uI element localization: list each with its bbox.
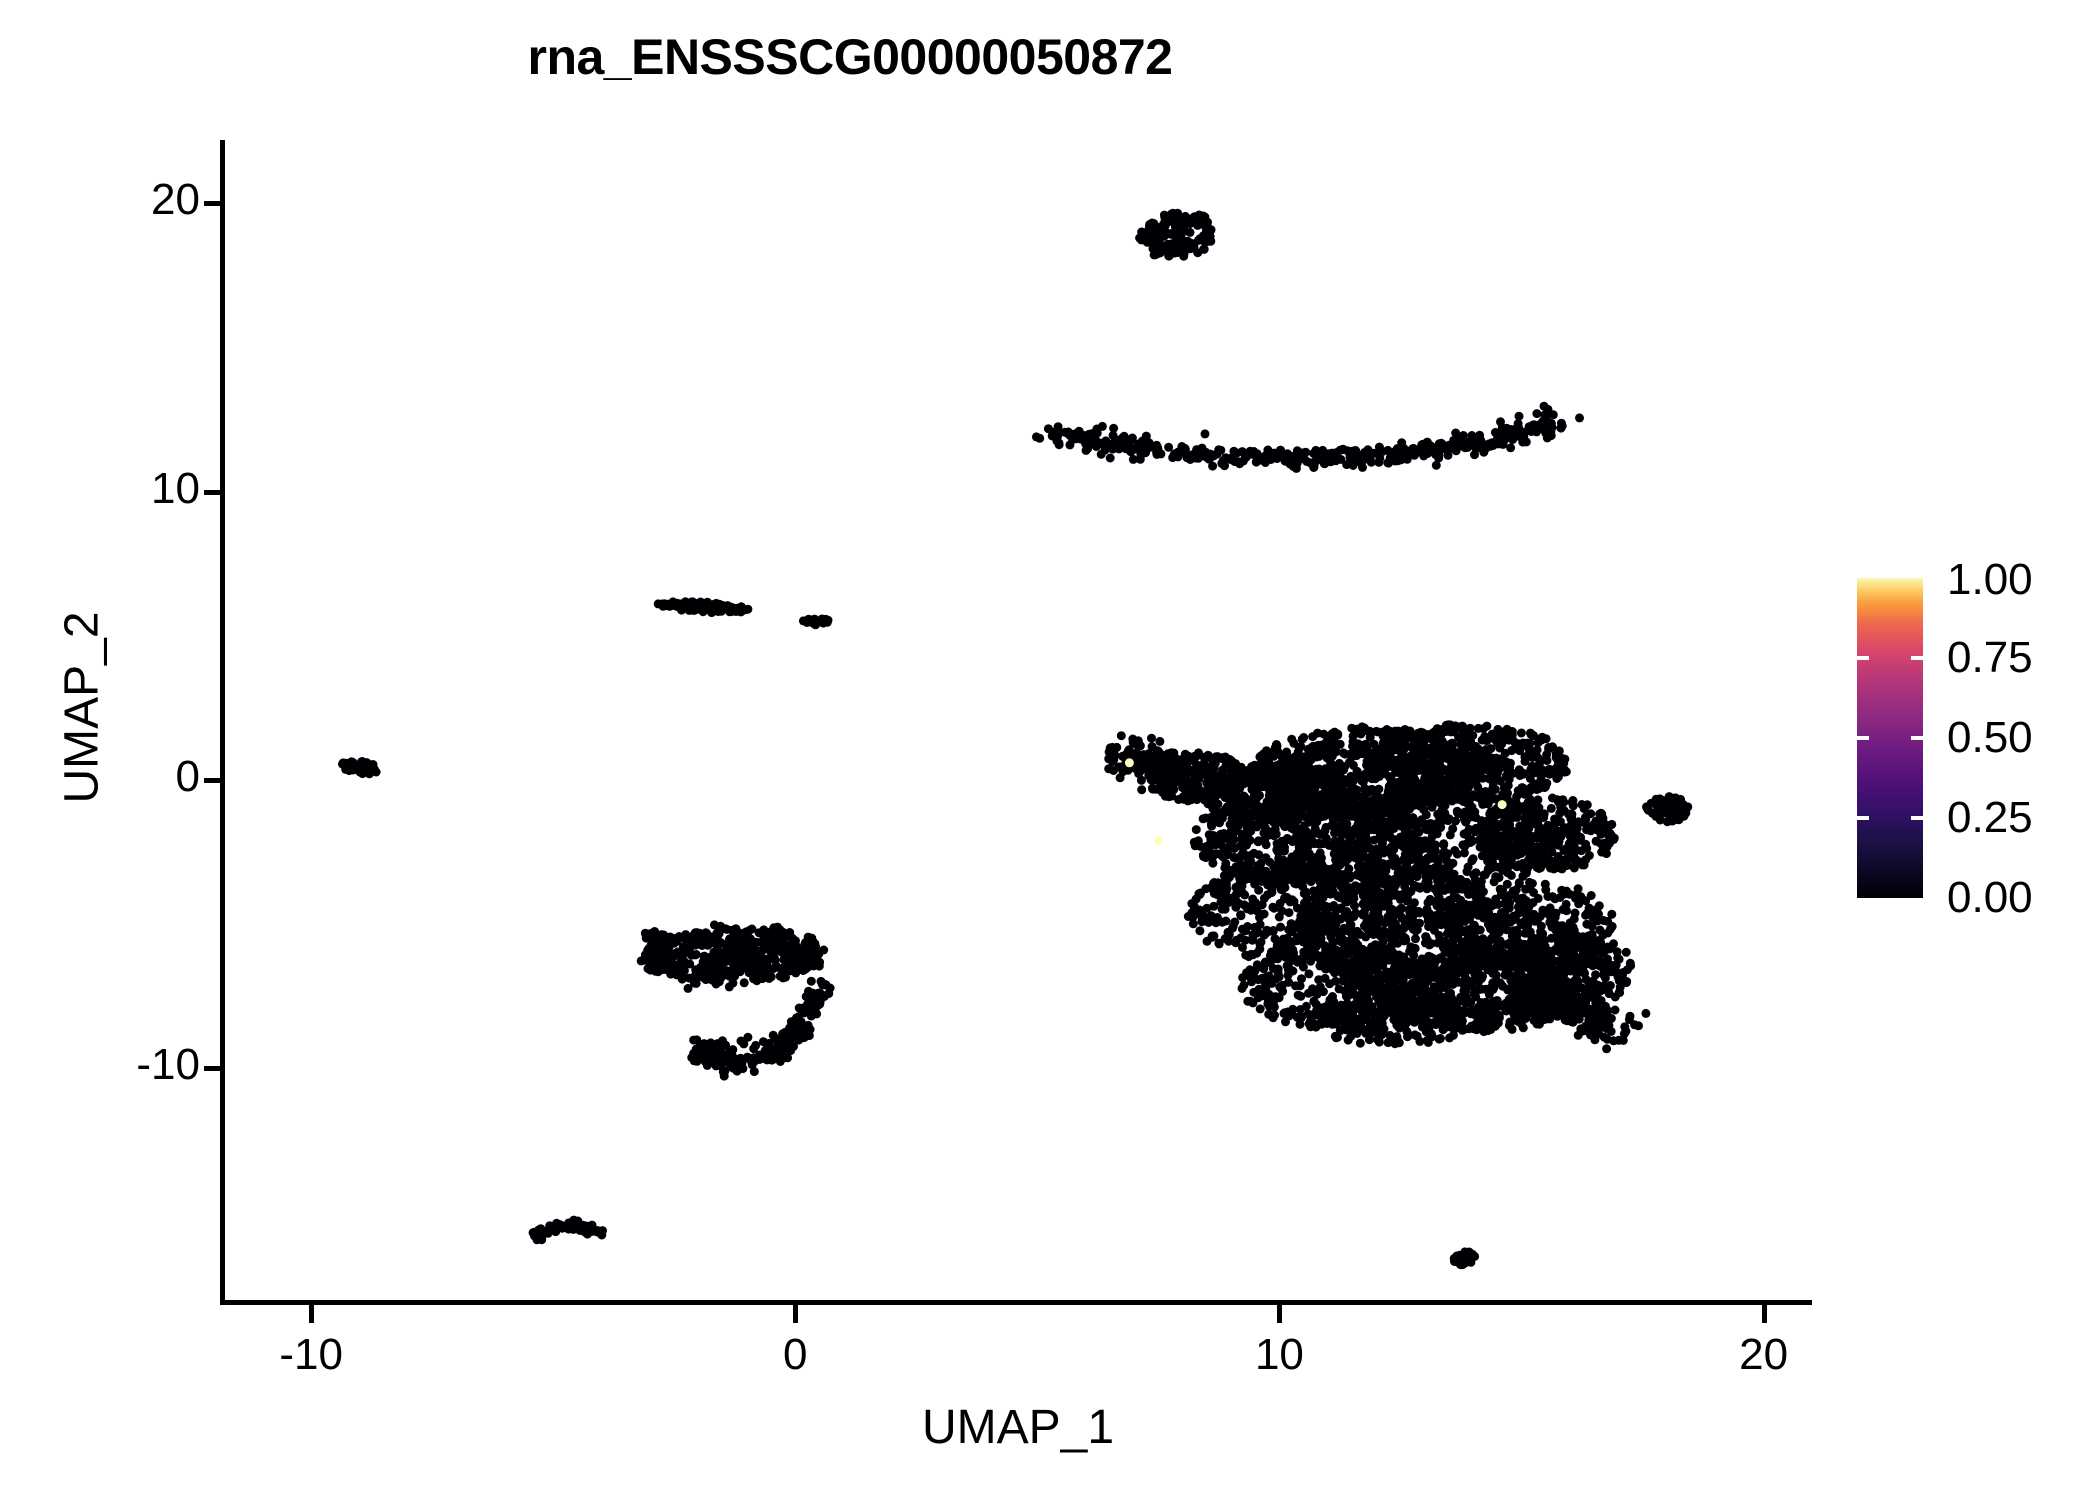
page-title: rna_ENSSSCG00000050872	[527, 29, 1173, 85]
colorbar-tick-075-right	[1911, 656, 1923, 660]
y-axis-tick-label: -10	[136, 1040, 200, 1090]
y-axis-tick	[204, 201, 222, 207]
colorbar-label-0-50: 0.50	[1947, 713, 2033, 762]
scatter-points-layer	[338, 208, 1693, 1270]
y-axis-tick-label: 0	[175, 752, 200, 802]
x-axis-tick	[1277, 1305, 1283, 1323]
y-axis-line	[220, 140, 225, 1305]
x-axis-tick	[309, 1305, 315, 1323]
y-axis-tick-label: 10	[151, 463, 200, 513]
x-axis-tick-label: 0	[783, 1330, 808, 1379]
colorbar-tick-050-left	[1857, 736, 1869, 740]
x-axis-tick-label: -10	[279, 1330, 343, 1379]
y-axis-tick	[204, 489, 222, 495]
plot-panel	[224, 140, 1812, 1302]
colorbar-label-0-00: 0.00	[1947, 873, 2033, 922]
highlighted-point	[1153, 836, 1163, 846]
colorbar-label-0-75: 0.75	[1947, 633, 2033, 682]
x-axis-tick	[793, 1305, 799, 1323]
colorbar-tick-025-right	[1911, 816, 1923, 820]
x-axis-line	[220, 1300, 1812, 1305]
colorbar-tick-025-left	[1857, 816, 1869, 820]
scatter-points-highlighted	[1124, 758, 1507, 846]
highlighted-point	[1497, 800, 1507, 810]
highlighted-point	[1124, 758, 1134, 768]
y-axis-label: UMAP_2	[55, 611, 109, 804]
x-axis-label: UMAP_1	[921, 1401, 1115, 1454]
y-axis-tick	[204, 1066, 222, 1072]
x-axis-tick-label: 20	[1739, 1330, 1789, 1379]
y-axis-tick-label: 20	[151, 175, 200, 225]
y-axis-tick	[204, 778, 222, 784]
x-axis-tick-label: 10	[1254, 1330, 1304, 1379]
colorbar-tick-075-left	[1857, 656, 1869, 660]
x-axis-tick	[1761, 1305, 1767, 1323]
colorbar-tick-050-right	[1911, 736, 1923, 740]
scatter-points-base	[338, 208, 1693, 1270]
colorbar-label-1-00: 1.00	[1947, 555, 2033, 604]
colorbar-label-0-25: 0.25	[1947, 793, 2033, 842]
colorbar-legend: 1.00 0.75 0.50 0.25 0.00	[1857, 558, 2077, 920]
